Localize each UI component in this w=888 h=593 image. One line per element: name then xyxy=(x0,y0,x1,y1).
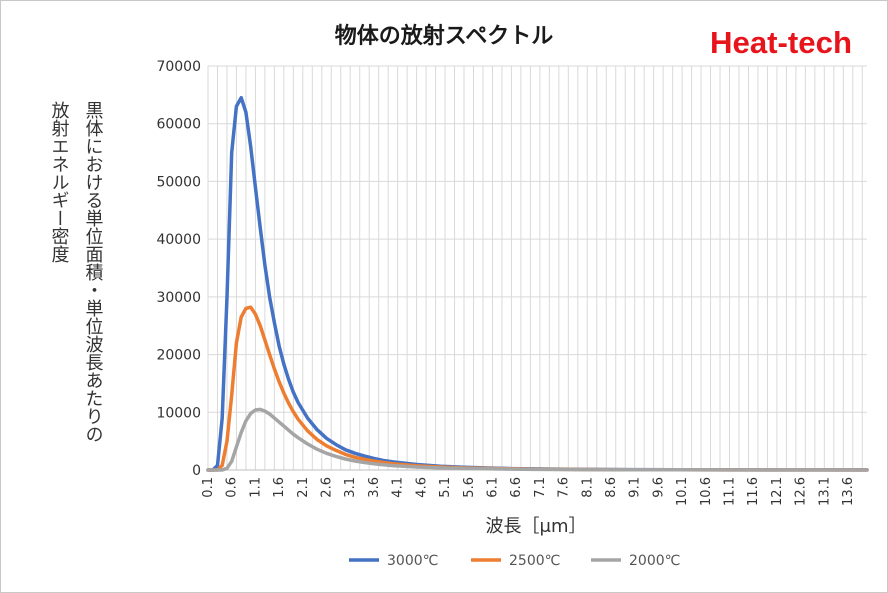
y-tick-label: 20000 xyxy=(156,348,201,364)
chart-legend: 3000℃ 2500℃ 2000℃ xyxy=(349,553,680,569)
series-line-2000℃ xyxy=(206,407,869,472)
legend-label-2500℃: 2500℃ xyxy=(509,553,560,569)
y-tick-label: 50000 xyxy=(156,174,201,190)
y-tick-label: 40000 xyxy=(156,232,201,248)
x-tick-label: 9.1 xyxy=(628,477,643,498)
x-tick-label: 5.1 xyxy=(438,477,453,498)
x-axis-label: 波長［μm］ xyxy=(486,516,587,537)
y-tick-label: 10000 xyxy=(156,405,201,421)
y-tick-label: 70000 xyxy=(156,59,201,75)
x-tick-label: 10.1 xyxy=(675,477,690,506)
x-tick-label: 8.6 xyxy=(604,477,619,498)
series-line-3000℃ xyxy=(206,95,869,472)
y-tick-label: 60000 xyxy=(156,117,201,133)
x-tick-label: 4.6 xyxy=(414,477,429,498)
x-tick-label: 5.6 xyxy=(462,477,477,498)
y-tick-label: 0 xyxy=(192,463,201,479)
brand-logo-text: Heat-tech xyxy=(710,25,852,60)
x-tick-label: 12.6 xyxy=(794,477,809,506)
chart-axes xyxy=(207,66,867,471)
chart-title: 物体の放射スペクトル xyxy=(335,23,553,49)
legend-label-2000℃: 2000℃ xyxy=(629,553,680,569)
x-tick-label: 1.6 xyxy=(272,477,287,498)
x-tick-label: 11.6 xyxy=(746,477,761,506)
y-axis-label-line-1: 黒体における単位面積・単位波長あたりの xyxy=(83,101,104,443)
chart-grid xyxy=(207,65,867,471)
y-axis-ticks: 0 10000 20000 30000 40000 50000 60000 70000 xyxy=(156,59,201,479)
x-tick-label: 1.1 xyxy=(248,477,263,498)
y-axis-label-line-2: 放射エネルギー密度 xyxy=(49,101,70,263)
x-tick-label: 0.6 xyxy=(225,477,240,498)
x-tick-label: 13.1 xyxy=(817,477,832,506)
x-tick-label: 6.6 xyxy=(509,477,524,498)
x-tick-label: 7.6 xyxy=(557,477,572,498)
x-tick-label: 10.6 xyxy=(699,477,714,506)
x-tick-label: 6.1 xyxy=(485,477,500,498)
x-tick-label: 2.1 xyxy=(296,477,311,498)
x-tick-label: 8.1 xyxy=(580,477,595,498)
x-axis-ticks: 0.1 0.6 1.1 1.6 2.1 2.6 3.1 3.6 4.1 4.6 5.1 5.6 6.1 6… xyxy=(201,477,856,506)
x-tick-label: 12.1 xyxy=(770,477,785,506)
x-tick-label: 3.1 xyxy=(343,477,358,498)
x-tick-label: 3.6 xyxy=(367,477,382,498)
x-tick-label: 2.6 xyxy=(320,477,335,498)
x-tick-label: 7.1 xyxy=(533,477,548,498)
chart-series xyxy=(206,95,869,472)
x-tick-label: 4.1 xyxy=(391,477,406,498)
x-tick-label: 11.1 xyxy=(723,477,738,506)
x-tick-label: 0.1 xyxy=(201,477,216,498)
x-tick-label: 9.6 xyxy=(651,477,666,498)
x-tick-label: 13.6 xyxy=(841,477,856,506)
y-tick-label: 30000 xyxy=(156,290,201,306)
legend-label-3000℃: 3000℃ xyxy=(387,553,438,569)
